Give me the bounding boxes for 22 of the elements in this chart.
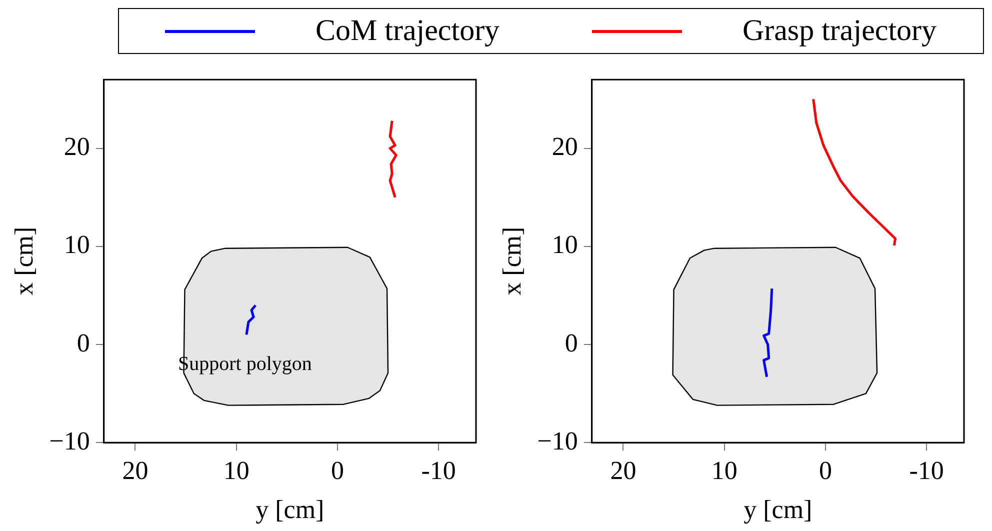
x-axis-title: y [cm] bbox=[744, 495, 812, 524]
y-tick-label: 10 bbox=[552, 230, 578, 260]
x-tick-label: 10 bbox=[223, 456, 250, 486]
x-tick-label: -10 bbox=[421, 456, 456, 486]
x-tick-label: 0 bbox=[818, 456, 832, 486]
y-axis-title: x [cm] bbox=[9, 226, 38, 296]
x-axis-title: y [cm] bbox=[256, 495, 324, 524]
y-tick-label: 0 bbox=[564, 328, 578, 358]
x-tick-label: 20 bbox=[610, 456, 636, 486]
y-tick-label: −10 bbox=[537, 426, 578, 456]
x-tick-label: 20 bbox=[122, 456, 148, 486]
x-tick-label: 10 bbox=[711, 456, 738, 486]
y-axis-title: x [cm] bbox=[497, 226, 526, 296]
y-tick-label: 0 bbox=[76, 328, 90, 358]
y-tick-label: −10 bbox=[49, 426, 90, 456]
legend-label: CoM trajectory bbox=[315, 14, 500, 48]
legend-label: Grasp trajectory bbox=[742, 14, 937, 48]
x-tick-label: 0 bbox=[330, 456, 344, 486]
y-tick-label: 20 bbox=[64, 132, 90, 162]
y-tick-label: 20 bbox=[552, 132, 578, 162]
x-tick-label: -10 bbox=[909, 456, 944, 486]
y-tick-label: 10 bbox=[64, 230, 90, 260]
